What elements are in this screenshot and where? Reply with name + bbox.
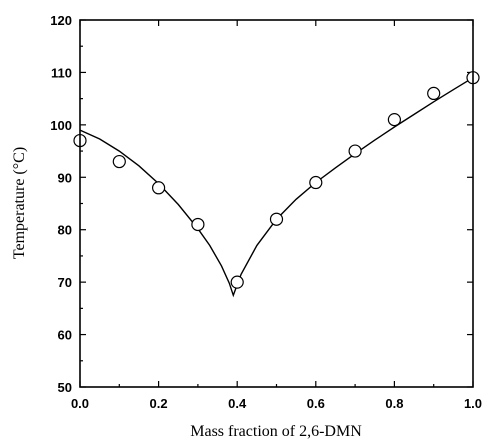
y-tick-label: 50	[58, 380, 72, 395]
x-tick-label: 0.4	[228, 396, 247, 411]
x-tick-label: 0.0	[71, 396, 89, 411]
data-point	[112, 154, 126, 169]
x-tick-label: 0.6	[307, 396, 325, 411]
data-point	[191, 217, 205, 232]
y-axis-ticks: 50 60 70 80 90 100 110 120	[50, 13, 473, 395]
x-axis-ticks: 0.0 0.2 0.4 0.6 0.8 1.0	[71, 20, 482, 411]
y-tick-label: 110	[51, 65, 72, 80]
data-point	[427, 86, 441, 101]
liquidus-curve	[79, 77, 474, 298]
x-tick-label: 0.8	[385, 396, 403, 411]
x-tick-label: 0.2	[150, 396, 168, 411]
data-point	[387, 113, 401, 127]
y-tick-label: 100	[50, 118, 72, 133]
data-point	[309, 175, 323, 190]
data-point	[348, 144, 362, 158]
y-tick-label: 60	[58, 328, 72, 343]
y-tick-label: 80	[58, 223, 72, 238]
data-points	[73, 71, 480, 289]
plot-frame	[79, 19, 474, 388]
data-point	[230, 275, 244, 289]
x-axis-label: Mass fraction of 2,6-DMN	[190, 423, 362, 439]
data-point	[152, 181, 166, 195]
y-tick-label: 70	[58, 275, 72, 290]
y-tick-label: 120	[50, 13, 72, 28]
y-tick-label: 90	[58, 170, 72, 185]
x-tick-label: 1.0	[464, 396, 482, 411]
data-point	[269, 212, 284, 226]
y-axis-label: Temperature (°C)	[11, 147, 28, 259]
